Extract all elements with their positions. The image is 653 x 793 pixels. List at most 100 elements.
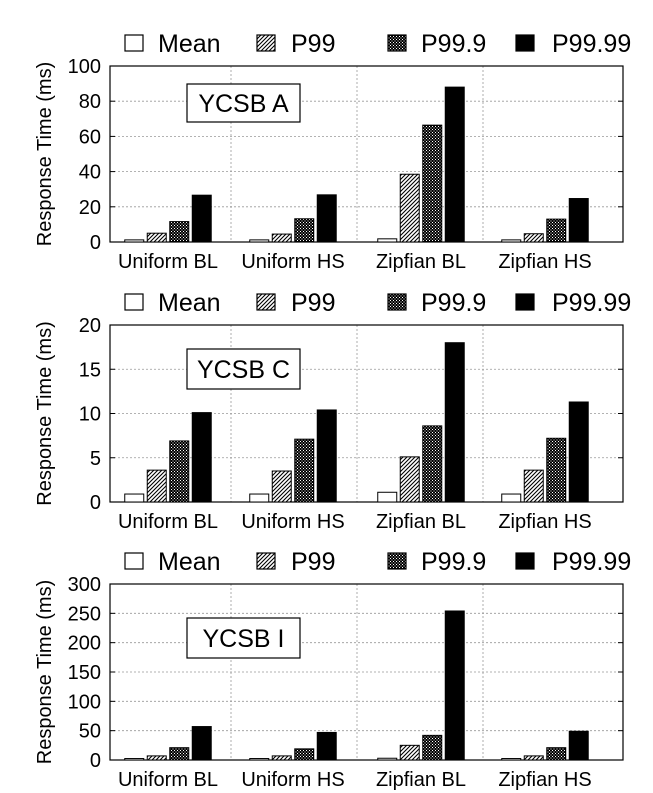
plot-frame bbox=[109, 324, 624, 503]
bar-p99-3 bbox=[399, 456, 420, 503]
chart-panel-3: Mean P99 P99.9 P99.99 0 50 100 150 200 250 300 Unif… bbox=[34, 548, 631, 791]
legend: Mean P99 P99.9 P99.99 bbox=[124, 30, 631, 58]
bar-p99-99-4 bbox=[568, 730, 589, 761]
bar-mean-4 bbox=[501, 758, 522, 761]
chart-title: YCSB I bbox=[203, 625, 285, 653]
plot-frame bbox=[109, 583, 624, 761]
bar-mean-1 bbox=[124, 758, 145, 761]
y-tick-label: 0 bbox=[90, 492, 101, 514]
x-tick-label: Uniform BL bbox=[118, 251, 218, 273]
y-tick-label: 100 bbox=[68, 691, 101, 713]
bar-p99-1 bbox=[146, 469, 167, 503]
bar-p99-3 bbox=[399, 173, 420, 243]
bar-p99-9-3 bbox=[422, 734, 443, 761]
legend-label: Mean bbox=[158, 289, 221, 317]
bar-p99-99-1 bbox=[191, 412, 212, 503]
y-axis-label: Response Time (ms) bbox=[34, 580, 56, 765]
bar-p99-1 bbox=[146, 232, 167, 243]
bar-mean-3 bbox=[377, 491, 398, 503]
legend-swatch-mean bbox=[124, 552, 144, 570]
bar-p99-4 bbox=[523, 755, 544, 761]
y-tick-label: 20 bbox=[79, 315, 101, 337]
bar-p99-9-3 bbox=[422, 425, 443, 503]
bar-p99-99-2 bbox=[316, 409, 337, 503]
bar-p99-9-4 bbox=[546, 218, 567, 243]
y-tick-label: 0 bbox=[90, 750, 101, 772]
y-tick-label: 80 bbox=[79, 91, 101, 113]
x-tick-label: Zipfian HS bbox=[498, 511, 591, 533]
x-tick-label: Zipfian BL bbox=[376, 251, 466, 273]
bar-p99-99-4 bbox=[568, 401, 589, 503]
legend-swatch-p99-99 bbox=[515, 34, 535, 52]
bar-p99-99-3 bbox=[444, 610, 465, 761]
legend-swatch-p99-99 bbox=[515, 293, 535, 311]
x-tick-label: Uniform BL bbox=[118, 769, 218, 791]
x-tick-label: Uniform HS bbox=[241, 511, 344, 533]
legend-label: P99 bbox=[291, 548, 335, 576]
bar-p99-9-3 bbox=[422, 124, 443, 243]
legend-swatch-p99-9 bbox=[387, 293, 407, 311]
y-tick-label: 200 bbox=[68, 633, 101, 655]
x-tick-label: Zipfian BL bbox=[376, 769, 466, 791]
bar-p99-99-2 bbox=[316, 194, 337, 243]
bar-mean-4 bbox=[501, 239, 522, 243]
bar-mean-2 bbox=[249, 493, 270, 503]
chart-title: YCSB A bbox=[198, 90, 289, 118]
bar-p99-99-1 bbox=[191, 726, 212, 761]
bar-p99-2 bbox=[271, 470, 292, 503]
x-tick-label: Zipfian BL bbox=[376, 511, 466, 533]
bar-p99-9-2 bbox=[294, 438, 315, 503]
legend-swatch-p99-9 bbox=[387, 34, 407, 52]
y-tick-label: 60 bbox=[79, 126, 101, 148]
bar-p99-9-2 bbox=[294, 218, 315, 243]
y-tick-label: 0 bbox=[90, 232, 101, 254]
chart-panel-2: Mean P99 P99.9 P99.99 0 5 10 15 20 Uniform BL Unif… bbox=[34, 289, 631, 533]
x-tick-label: Uniform HS bbox=[241, 769, 344, 791]
legend-label: P99 bbox=[291, 289, 335, 317]
chart-panel-1: Mean P99 P99.9 P99.99 0 20 40 60 80 100 Uniform BL… bbox=[34, 30, 631, 273]
legend: Mean P99 P99.9 P99.99 bbox=[124, 289, 631, 317]
legend-label: P99.9 bbox=[421, 548, 486, 576]
y-tick-label: 15 bbox=[79, 359, 101, 381]
legend-label: P99.99 bbox=[552, 289, 631, 317]
bar-p99-1 bbox=[146, 755, 167, 761]
chart-title-box bbox=[186, 83, 301, 123]
chart-title-box bbox=[186, 348, 301, 390]
y-tick-label: 20 bbox=[79, 197, 101, 219]
legend-label: P99.9 bbox=[421, 289, 486, 317]
chart-title-box bbox=[186, 617, 301, 659]
bar-p99-99-4 bbox=[568, 198, 589, 243]
bar-p99-9-4 bbox=[546, 437, 567, 503]
y-axis-label: Response Time (ms) bbox=[34, 321, 56, 506]
bar-p99-99-2 bbox=[316, 731, 337, 761]
bar-mean-1 bbox=[124, 239, 145, 243]
x-tick-label: Zipfian HS bbox=[498, 769, 591, 791]
legend-swatch-p99 bbox=[256, 293, 276, 311]
bar-p99-9-1 bbox=[169, 221, 190, 243]
bar-mean-3 bbox=[377, 757, 398, 761]
bar-mean-2 bbox=[249, 758, 270, 761]
bar-p99-4 bbox=[523, 233, 544, 243]
legend-swatch-mean bbox=[124, 293, 144, 311]
bar-mean-3 bbox=[377, 238, 398, 243]
legend: Mean P99 P99.9 P99.99 bbox=[124, 548, 631, 576]
bar-p99-9-1 bbox=[169, 440, 190, 503]
legend-label: P99 bbox=[291, 30, 335, 58]
plot-frame bbox=[109, 65, 624, 243]
y-tick-label: 10 bbox=[79, 404, 101, 426]
legend-swatch-mean bbox=[124, 34, 144, 52]
bar-mean-4 bbox=[501, 493, 522, 503]
bar-p99-2 bbox=[271, 233, 292, 243]
bar-p99-99-3 bbox=[444, 86, 465, 243]
bar-p99-9-2 bbox=[294, 748, 315, 761]
y-tick-label: 250 bbox=[68, 603, 101, 625]
bar-mean-2 bbox=[249, 239, 270, 243]
legend-label: P99.99 bbox=[552, 30, 631, 58]
y-tick-label: 50 bbox=[79, 721, 101, 743]
y-axis-label: Response Time (ms) bbox=[34, 62, 56, 247]
y-tick-label: 300 bbox=[68, 574, 101, 596]
y-tick-label: 150 bbox=[68, 662, 101, 684]
x-tick-label: Uniform BL bbox=[118, 511, 218, 533]
y-tick-label: 5 bbox=[90, 448, 101, 470]
